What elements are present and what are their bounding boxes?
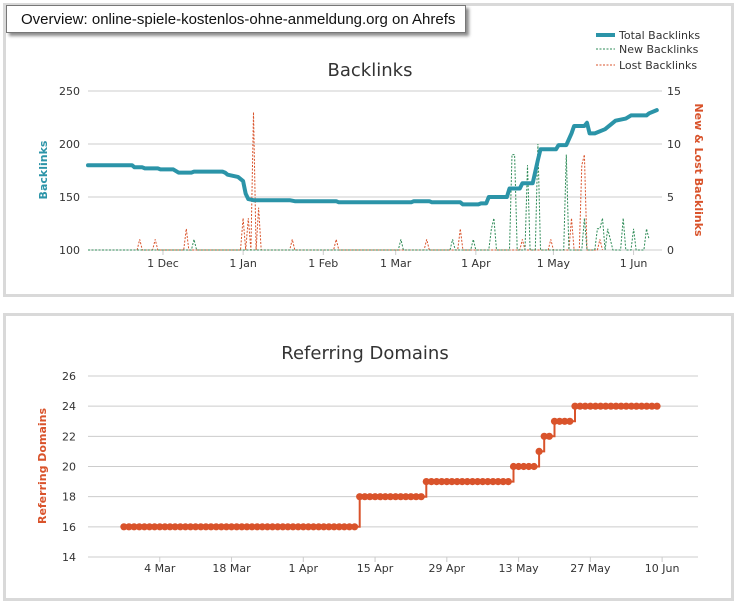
backlinks-y2-tick-label: 5 xyxy=(667,191,674,204)
legend-lost-backlinks[interactable]: Lost Backlinks xyxy=(619,59,697,72)
page-title: Overview: online-spiele-kostenlos-ohne-a… xyxy=(6,5,466,33)
backlinks-y-axis-label: Backlinks xyxy=(37,140,50,199)
new-backlinks-line xyxy=(88,143,650,251)
backlinks-x-tick-label: 1 Apr xyxy=(461,257,491,270)
backlinks-chart-title: Backlinks xyxy=(328,60,413,81)
backlinks-x-tick-label: 1 Mar xyxy=(380,257,412,270)
backlinks-y-tick-label: 100 xyxy=(59,244,80,257)
backlinks-chart-panel xyxy=(3,3,734,297)
legend-new-backlinks[interactable]: New Backlinks xyxy=(619,43,699,56)
backlinks-chart: Backlinks Backlinks New & Lost Backlinks… xyxy=(37,29,705,270)
backlinks-x-tick-label: 1 Dec xyxy=(147,257,179,270)
backlinks-y-tick-label: 150 xyxy=(59,191,80,204)
backlinks-x-tick-label: 1 Jan xyxy=(229,257,256,270)
new-lost-y2-axis-label: New & Lost Backlinks xyxy=(692,103,705,237)
backlinks-y2-tick-label: 10 xyxy=(667,138,681,151)
legend-total-backlinks[interactable]: Total Backlinks xyxy=(618,29,700,42)
backlinks-legend[interactable]: Total Backlinks New Backlinks Lost Backl… xyxy=(596,29,700,72)
backlinks-series xyxy=(86,108,659,251)
backlinks-x-tick-label: 1 Jun xyxy=(620,257,648,270)
backlinks-y2-tick-label: 0 xyxy=(667,244,674,257)
backlinks-axis-ticks: 100 150 200 250 0 5 10 15 1 Dec 1 Jan 1 Feb 1 Mar 1 … xyxy=(59,85,681,270)
backlinks-y2-tick-label: 15 xyxy=(667,85,681,98)
total-backlinks-line xyxy=(86,108,659,207)
backlinks-x-tick-label: 1 May xyxy=(537,257,571,270)
referring-domains-chart-panel xyxy=(3,313,734,601)
backlinks-y-tick-label: 200 xyxy=(59,138,80,151)
backlinks-x-tick-label: 1 Feb xyxy=(308,257,338,270)
backlinks-y-tick-label: 250 xyxy=(59,85,80,98)
